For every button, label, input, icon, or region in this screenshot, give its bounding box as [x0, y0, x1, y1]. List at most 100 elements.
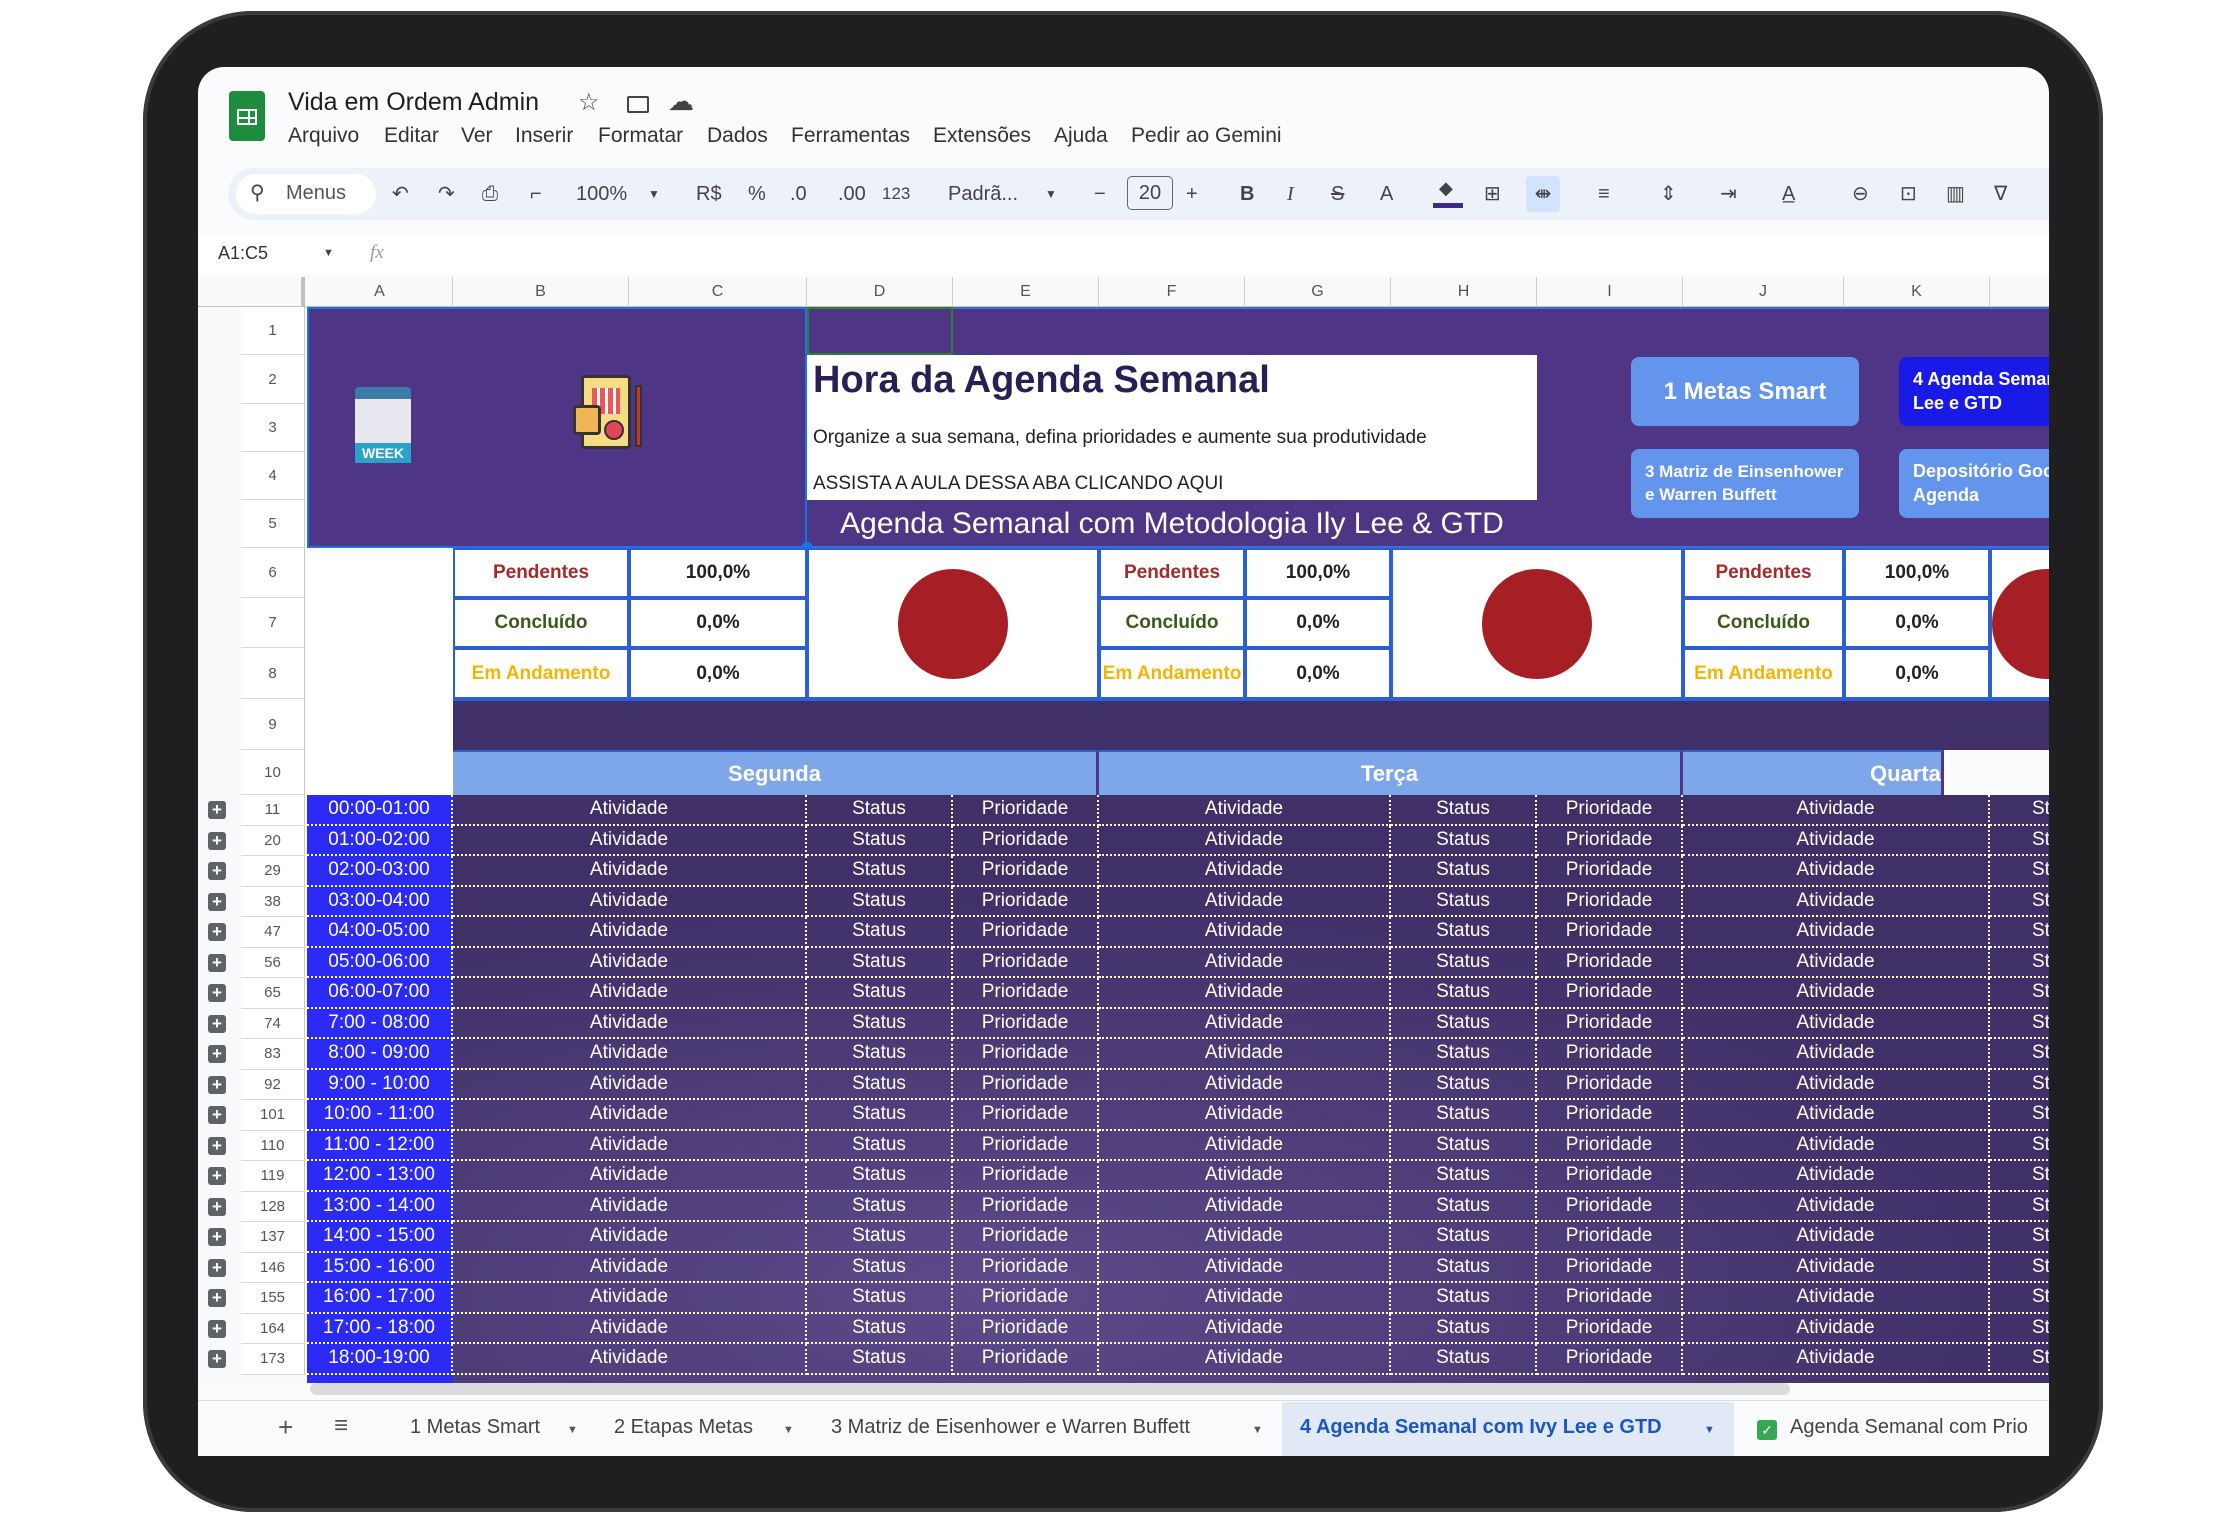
cell-priority[interactable]: Prioridade	[953, 917, 1099, 948]
cell-priority[interactable]: Prioridade	[953, 1069, 1099, 1100]
column-header-k[interactable]: K	[1844, 277, 1990, 307]
cell-activity[interactable]: Atividade	[453, 886, 807, 917]
cell-priority[interactable]: Prioridade	[953, 1008, 1099, 1039]
cell-status[interactable]: Status	[1391, 947, 1537, 978]
cell-priority[interactable]: Prioridade	[953, 1100, 1099, 1131]
column-header-h[interactable]: H	[1391, 277, 1537, 307]
row-header[interactable]: 92	[241, 1069, 305, 1100]
cell-status[interactable]: Status	[807, 978, 953, 1009]
cell-activity[interactable]: Atividade	[1683, 1313, 1990, 1344]
cell-activity[interactable]: Atividade	[453, 1222, 807, 1253]
font-dropdown-icon[interactable]: ▼	[1045, 187, 1057, 201]
text-wrap-icon[interactable]: ⇥	[1720, 183, 1737, 205]
cell-activity[interactable]: Atividade	[453, 1100, 807, 1131]
cell-status[interactable]: Status	[1990, 1131, 2049, 1161]
cell-priority[interactable]: Prioridade	[1537, 978, 1683, 1009]
row-header[interactable]: 3	[241, 404, 305, 452]
cell-status[interactable]: Status	[1990, 887, 2049, 917]
cell-activity[interactable]: Atividade	[1683, 917, 1990, 948]
menu-inserir[interactable]: Inserir	[515, 124, 574, 147]
cell-priority[interactable]: Prioridade	[953, 1130, 1099, 1161]
link-icon[interactable]: ⊖	[1852, 183, 1869, 205]
cell-priority[interactable]: Prioridade	[1537, 1252, 1683, 1283]
row-header[interactable]: 2	[241, 355, 305, 404]
column-header-f[interactable]: F	[1099, 277, 1245, 307]
cell-a6-a10[interactable]	[307, 548, 453, 795]
cell-status[interactable]: Status	[807, 1252, 953, 1283]
cell-activity[interactable]: Atividade	[1683, 1008, 1990, 1039]
cell-status[interactable]: Status	[1391, 1313, 1537, 1344]
filter-icon[interactable]: ∇	[1994, 183, 2008, 205]
paint-format-icon[interactable]: ⌐	[530, 183, 542, 205]
sheet-tab-dropdown-icon[interactable]: ▼	[1704, 1424, 1715, 1436]
cell-priority[interactable]: Prioridade	[953, 1252, 1099, 1283]
cell-status[interactable]: Status	[807, 825, 953, 856]
expand-group-icon[interactable]: +	[208, 953, 226, 972]
cell-activity[interactable]: Atividade	[1099, 1222, 1391, 1253]
cell-activity[interactable]: Atividade	[453, 917, 807, 948]
cell-status[interactable]: Status	[1990, 1039, 2049, 1070]
cell-status[interactable]: Status	[1990, 1009, 2049, 1039]
cell-priority[interactable]: Prioridade	[1537, 947, 1683, 978]
column-header-d[interactable]: D	[807, 277, 953, 307]
cell-activity[interactable]: Atividade	[453, 1313, 807, 1344]
move-folder-icon[interactable]	[627, 96, 649, 113]
cell-status[interactable]: Status	[807, 795, 953, 826]
cell-status[interactable]: Status	[1391, 1100, 1537, 1131]
expand-group-icon[interactable]: +	[208, 1258, 226, 1277]
font-size-input[interactable]: 20	[1127, 176, 1173, 210]
undo-icon[interactable]: ↶	[392, 183, 409, 205]
expand-group-icon[interactable]: +	[208, 1136, 226, 1155]
print-icon[interactable]: ⎙	[482, 183, 498, 205]
row-header[interactable]: 20	[241, 825, 305, 856]
expand-group-icon[interactable]: +	[208, 1167, 226, 1185]
cell-activity[interactable]: Atividade	[1099, 1069, 1391, 1100]
expand-group-icon[interactable]: +	[208, 801, 226, 819]
expand-group-icon[interactable]: +	[208, 1289, 226, 1307]
align-icon[interactable]: ≡	[1598, 183, 1610, 205]
cell-status[interactable]: Status	[1990, 826, 2049, 856]
cell-priority[interactable]: Prioridade	[1537, 917, 1683, 948]
cell-status[interactable]: Status	[1990, 1283, 2049, 1314]
cell-priority[interactable]: Prioridade	[953, 1161, 1099, 1192]
cell-activity[interactable]: Atividade	[453, 795, 807, 826]
row-header[interactable]: 119	[241, 1161, 305, 1192]
expand-group-icon[interactable]: +	[208, 1106, 226, 1124]
cell-priority[interactable]: Prioridade	[1537, 1283, 1683, 1314]
cell-activity[interactable]: Atividade	[1099, 1100, 1391, 1131]
sheets-logo-icon[interactable]	[229, 91, 265, 141]
zoom-select[interactable]: 100%	[576, 183, 628, 205]
menu-formatar[interactable]: Formatar	[598, 124, 684, 147]
cell-activity[interactable]: Atividade	[453, 1130, 807, 1161]
cell-status[interactable]: Status	[807, 886, 953, 917]
cell-priority[interactable]: Prioridade	[953, 795, 1099, 826]
cell-status[interactable]: Status	[1990, 1070, 2049, 1100]
cell-activity[interactable]: Atividade	[1099, 1130, 1391, 1161]
font-size-decrease[interactable]: −	[1094, 183, 1106, 205]
redo-icon[interactable]: ↷	[438, 183, 455, 205]
column-header-e[interactable]: E	[953, 277, 1099, 307]
sheet-tab[interactable]: Agenda Semanal com Prio	[1790, 1416, 2028, 1438]
search-menus[interactable]: ⚲ Menus	[236, 174, 376, 214]
merge-cells-icon[interactable]: ⇼	[1526, 176, 1560, 212]
cell-activity[interactable]: Atividade	[1683, 947, 1990, 978]
row-header[interactable]: 83	[241, 1039, 305, 1070]
row-header[interactable]: 101	[241, 1100, 305, 1131]
column-header-j[interactable]: J	[1683, 277, 1844, 307]
strikethrough-icon[interactable]: S	[1331, 183, 1345, 205]
menu-ver[interactable]: Ver	[461, 124, 493, 147]
cell-priority[interactable]: Prioridade	[953, 1344, 1099, 1375]
row-header[interactable]: 164	[241, 1313, 305, 1344]
expand-group-icon[interactable]: +	[208, 923, 226, 941]
cell-activity[interactable]: Atividade	[1683, 1252, 1990, 1283]
row-header[interactable]: 56	[241, 947, 305, 978]
row-header[interactable]: 1	[241, 307, 305, 355]
cell-status[interactable]: Status	[1990, 1253, 2049, 1283]
cell-status[interactable]: Status	[1391, 1252, 1537, 1283]
cell-status[interactable]: Status	[1391, 825, 1537, 856]
cell-status[interactable]: Status	[1391, 917, 1537, 948]
cell-status[interactable]: Status	[1990, 978, 2049, 1009]
add-sheet-icon[interactable]: +	[278, 1412, 294, 1442]
cell-activity[interactable]: Atividade	[1683, 825, 1990, 856]
cell-priority[interactable]: Prioridade	[1537, 856, 1683, 887]
